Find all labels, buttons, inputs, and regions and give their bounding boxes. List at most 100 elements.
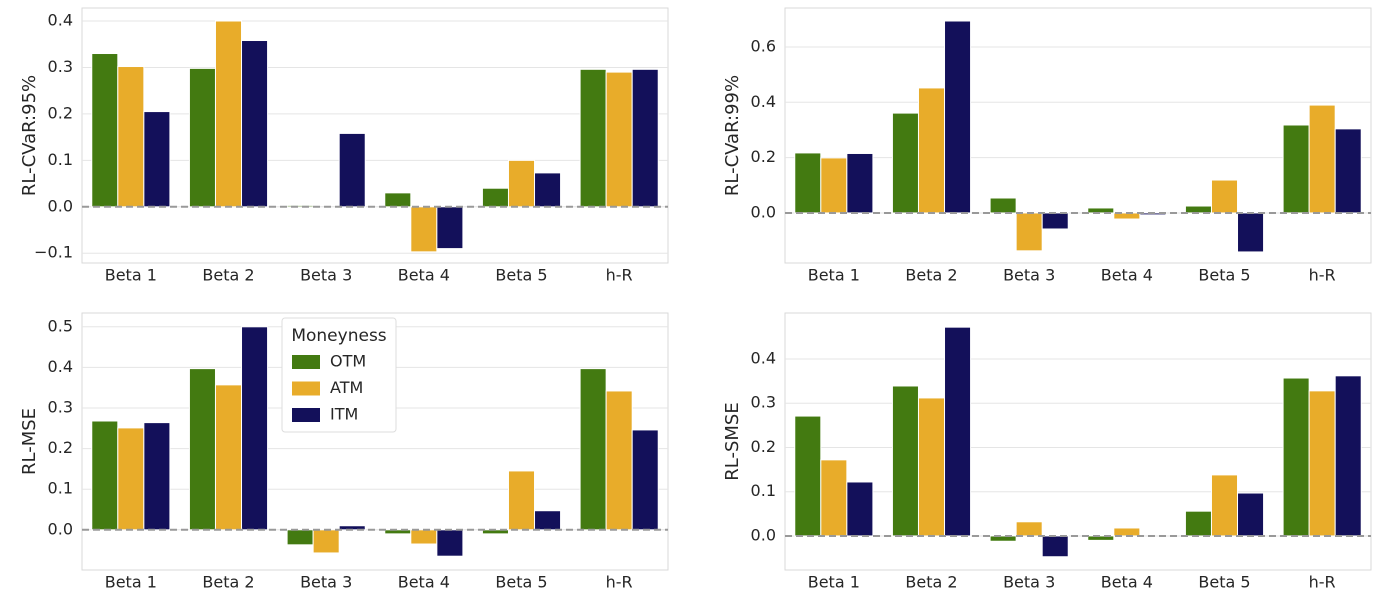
bar bbox=[1184, 205, 1212, 214]
bar bbox=[1015, 521, 1043, 537]
bar bbox=[1041, 212, 1069, 230]
y-axis-label: RL-MSE bbox=[19, 408, 40, 475]
bar bbox=[605, 71, 633, 208]
bar bbox=[1282, 124, 1310, 214]
x-tick-label: Beta 1 bbox=[105, 573, 157, 592]
y-tick-label: 0.1 bbox=[48, 150, 73, 169]
bar bbox=[846, 152, 874, 214]
bar bbox=[944, 20, 972, 214]
x-tick-label: Beta 5 bbox=[495, 573, 547, 592]
y-tick-label: 0.2 bbox=[751, 437, 776, 456]
bar bbox=[917, 397, 946, 537]
bar bbox=[1184, 510, 1212, 537]
y-tick-label: 0.5 bbox=[48, 316, 73, 335]
bar bbox=[1210, 474, 1239, 537]
bar bbox=[481, 187, 509, 208]
y-axis-label: RL-SMSE bbox=[722, 402, 743, 480]
x-tick-label: h-R bbox=[606, 573, 633, 592]
y-tick-label: 0.4 bbox=[751, 349, 776, 368]
y-tick-label: 0.2 bbox=[751, 147, 776, 166]
bar bbox=[820, 157, 848, 214]
x-tick-label: Beta 5 bbox=[495, 266, 547, 285]
y-tick-label: 0.2 bbox=[48, 438, 73, 457]
bar bbox=[91, 420, 119, 531]
bar bbox=[143, 422, 171, 531]
bar bbox=[989, 535, 1017, 542]
legend-label: ATM bbox=[330, 378, 363, 397]
y-tick-label: −0.1 bbox=[34, 243, 73, 262]
bar bbox=[1237, 212, 1265, 253]
x-tick-label: Beta 4 bbox=[1101, 573, 1153, 592]
bar bbox=[117, 427, 145, 531]
y-tick-label: 0.4 bbox=[751, 92, 776, 111]
bar bbox=[214, 20, 243, 208]
legend-title: Moneyness bbox=[291, 326, 386, 346]
legend-swatch bbox=[292, 408, 320, 422]
bar bbox=[188, 368, 216, 531]
bar bbox=[1087, 535, 1115, 541]
y-axis-label: RL-CVaR:95% bbox=[19, 75, 40, 196]
bar bbox=[794, 415, 822, 537]
x-tick-label: Beta 2 bbox=[202, 573, 254, 592]
y-tick-label: 0.3 bbox=[48, 398, 73, 417]
bar bbox=[579, 68, 607, 208]
legend-swatch bbox=[292, 381, 320, 396]
x-tick-label: h-R bbox=[1309, 266, 1336, 285]
bar bbox=[1308, 390, 1336, 537]
bar bbox=[1210, 179, 1239, 214]
bar bbox=[286, 529, 314, 546]
y-tick-label: 0.0 bbox=[48, 519, 73, 538]
plot-area bbox=[81, 7, 669, 264]
bar bbox=[410, 206, 438, 253]
bar bbox=[312, 529, 340, 554]
bar bbox=[605, 390, 633, 531]
legend-label: ITM bbox=[330, 405, 358, 424]
bar bbox=[214, 384, 243, 531]
y-axis-label: RL-CVaR:99% bbox=[722, 75, 743, 196]
plot-area bbox=[784, 312, 1372, 571]
x-tick-label: Beta 1 bbox=[808, 266, 860, 285]
x-tick-label: Beta 4 bbox=[398, 573, 450, 592]
bar bbox=[820, 459, 848, 537]
x-tick-label: Beta 1 bbox=[105, 266, 157, 285]
y-tick-label: 0.1 bbox=[751, 481, 776, 500]
bar bbox=[507, 159, 536, 208]
y-tick-label: 0.3 bbox=[751, 393, 776, 412]
x-tick-label: Beta 4 bbox=[398, 266, 450, 285]
bar bbox=[188, 67, 216, 208]
bar bbox=[241, 40, 269, 208]
bar bbox=[917, 87, 946, 214]
bar bbox=[1334, 128, 1362, 214]
bar bbox=[436, 529, 464, 557]
y-tick-label: 0.0 bbox=[751, 525, 776, 544]
bar bbox=[1113, 527, 1141, 537]
plot-area bbox=[784, 7, 1372, 264]
x-tick-label: Beta 3 bbox=[1003, 573, 1055, 592]
x-tick-label: Beta 2 bbox=[202, 266, 254, 285]
y-tick-label: 0.4 bbox=[48, 11, 73, 30]
x-tick-label: Beta 1 bbox=[808, 573, 860, 592]
bar bbox=[1334, 375, 1362, 537]
bar bbox=[534, 172, 562, 208]
bar bbox=[891, 112, 919, 214]
bar bbox=[989, 197, 1017, 214]
legend-label: OTM bbox=[330, 352, 366, 371]
x-tick-label: Beta 5 bbox=[1198, 573, 1250, 592]
y-tick-label: 0.1 bbox=[48, 479, 73, 498]
y-tick-label: 0.0 bbox=[751, 202, 776, 221]
bar bbox=[241, 326, 269, 531]
bar bbox=[143, 111, 171, 208]
bar bbox=[507, 470, 536, 531]
y-tick-label: 0.4 bbox=[48, 357, 73, 376]
x-tick-label: Beta 3 bbox=[1003, 266, 1055, 285]
x-tick-label: h-R bbox=[606, 266, 633, 285]
legend-box bbox=[281, 317, 397, 433]
legend-swatch bbox=[292, 355, 320, 369]
x-tick-label: Beta 2 bbox=[905, 573, 957, 592]
bar bbox=[91, 53, 119, 208]
bar bbox=[846, 481, 874, 537]
bar bbox=[1308, 104, 1336, 214]
bar bbox=[631, 68, 659, 208]
bar bbox=[534, 510, 562, 531]
